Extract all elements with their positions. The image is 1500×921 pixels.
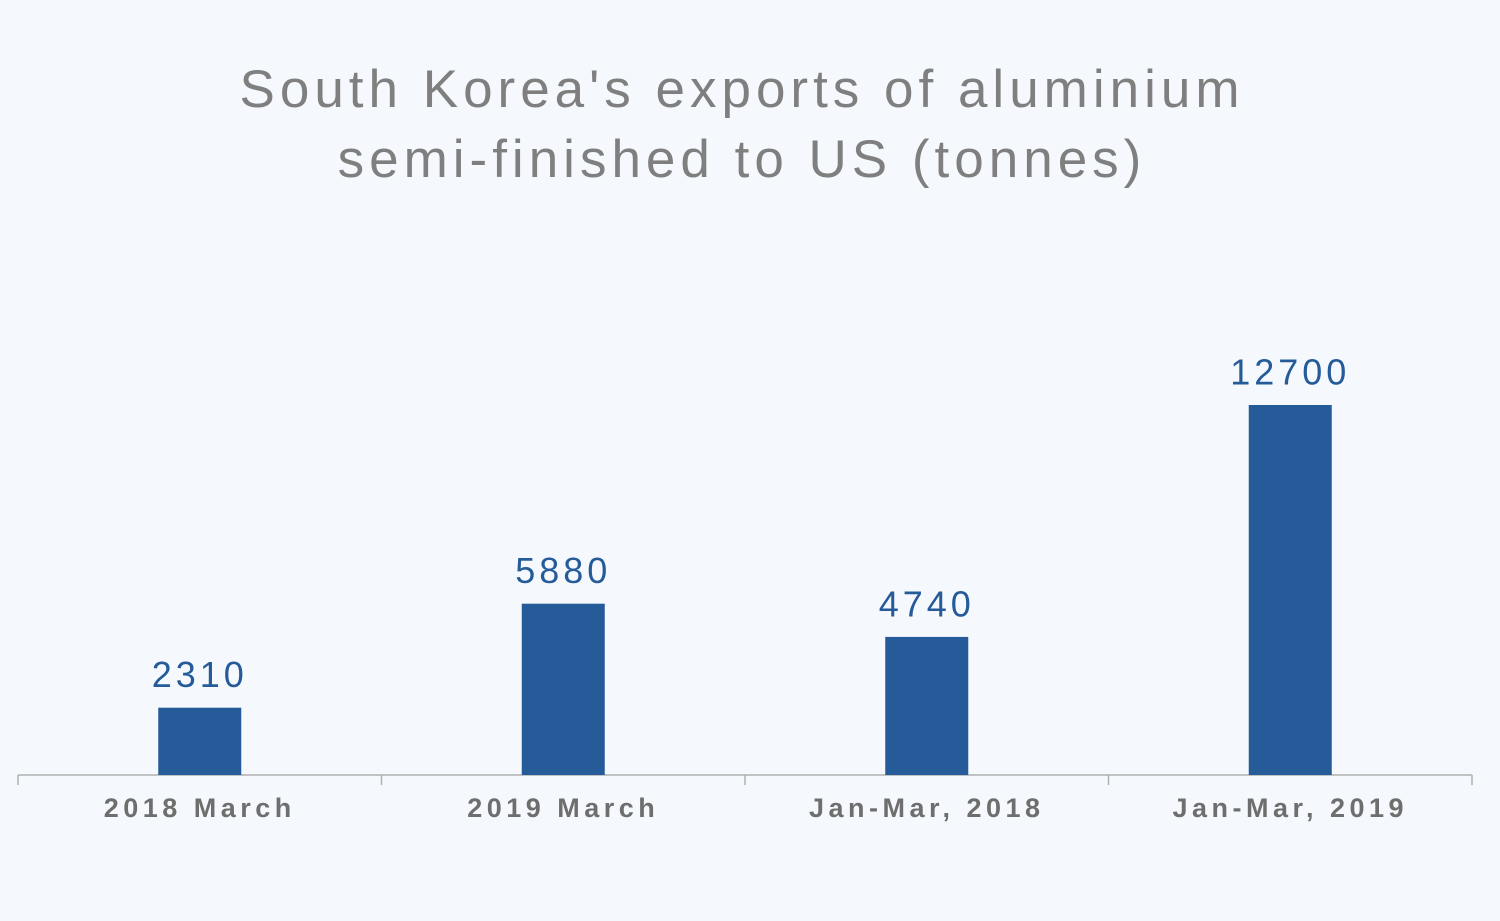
value-label: 12700 — [1230, 352, 1350, 393]
x-tick-label: Jan-Mar, 2019 — [1172, 793, 1408, 823]
bar — [885, 636, 969, 775]
chart-title: semi-finished to US (tonnes) — [338, 130, 1147, 189]
value-label: 2310 — [152, 654, 248, 695]
value-label: 4740 — [879, 583, 975, 624]
bar — [1248, 405, 1332, 775]
bar — [521, 603, 605, 775]
x-tick-label: 2018 March — [104, 793, 296, 823]
x-tick-label: Jan-Mar, 2018 — [809, 793, 1045, 823]
value-label: 5880 — [515, 550, 611, 591]
x-tick-label: 2019 March — [467, 793, 659, 823]
bar — [158, 707, 242, 775]
chart-title: South Korea's exports of aluminium — [240, 60, 1245, 119]
